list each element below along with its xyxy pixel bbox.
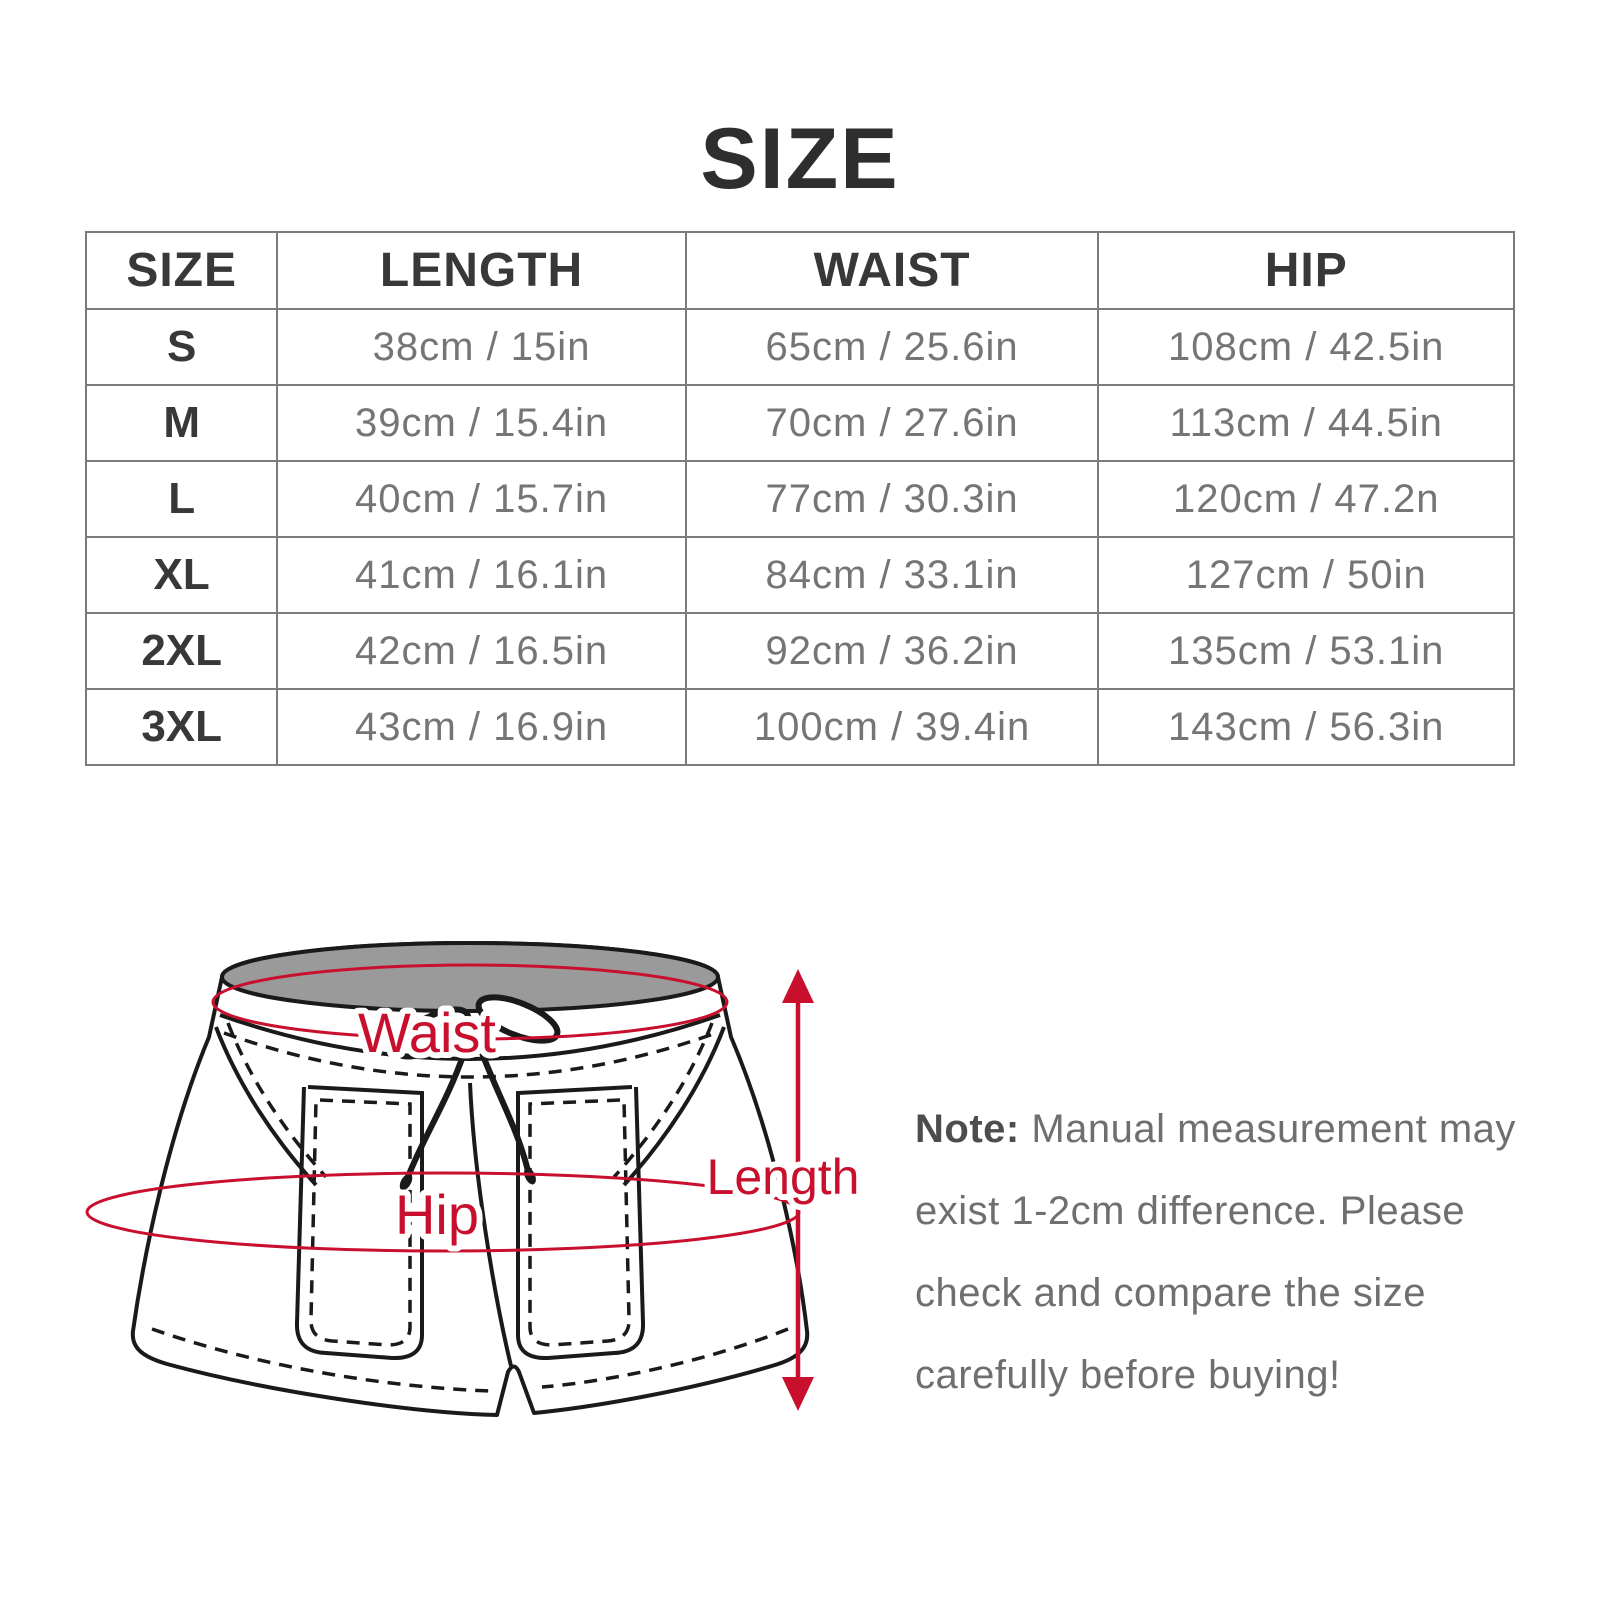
fly-seam [468,1082,513,1367]
hip-cell: 120cm / 47.2n [1097,460,1515,538]
left-hem-stitch [151,1327,491,1393]
left-pocket-opening-stitch [226,1022,328,1179]
size-cell: 3XL [84,688,279,766]
right-pocket-opening-stitch [612,1022,714,1179]
waist-cell: 77cm / 30.3in [684,460,1100,538]
shorts-diagram: Waist Hip Length [85,941,865,1417]
hip-cell: 135cm / 53.1in [1097,612,1515,690]
hip-cell: 113cm / 44.5in [1097,384,1515,462]
right-pocket-stitch [528,1098,631,1347]
length-cell: 41cm / 16.1in [276,536,687,614]
waist-cell: 92cm / 36.2in [684,612,1100,690]
length-label: Length [707,1149,860,1205]
column-header-length: LENGTH [276,231,687,310]
waistband-seam [219,1013,721,1061]
length-cell: 40cm / 15.7in [276,460,687,538]
table-row: S 38cm / 15in 65cm / 25.6in 108cm / 42.5… [84,308,1515,386]
waist-cell: 70cm / 27.6in [684,384,1100,462]
right-pocket [516,1085,646,1361]
note-label: Note: [915,1107,1020,1151]
left-pocket [294,1085,424,1361]
size-cell: L [84,460,279,538]
left-pocket-stitch [309,1098,412,1347]
size-cell: S [84,308,279,386]
column-header-hip: HIP [1097,231,1515,310]
hip-cell: 108cm / 42.5in [1097,308,1515,386]
waist-cell: 65cm / 25.6in [684,308,1100,386]
waistband-stitch [223,1031,717,1079]
table-row: M 39cm / 15.4in 70cm / 27.6in 113cm / 44… [84,384,1515,462]
waist-label: Waist [358,1001,496,1064]
table-row: L 40cm / 15.7in 77cm / 30.3in 120cm / 47… [84,460,1515,538]
waist-cell: 100cm / 39.4in [684,688,1100,766]
table-row: XL 41cm / 16.1in 84cm / 33.1in 127cm / 5… [84,536,1515,614]
column-header-size: SIZE [84,231,279,310]
size-cell: 2XL [84,612,279,690]
length-cell: 39cm / 15.4in [276,384,687,462]
hip-label: Hip [395,1183,479,1246]
size-cell: M [84,384,279,462]
length-arrow [782,969,814,1411]
waistband [220,941,720,1013]
length-cell: 42cm / 16.5in [276,612,687,690]
length-cell: 43cm / 16.9in [276,688,687,766]
hip-cell: 127cm / 50in [1097,536,1515,614]
table-row: 2XL 42cm / 16.5in 92cm / 36.2in 135cm / … [84,612,1515,690]
waist-cell: 84cm / 33.1in [684,536,1100,614]
hip-cell: 143cm / 56.3in [1097,688,1515,766]
note: Note: Manual measurement may exist 1-2cm… [915,1088,1530,1416]
right-hem-stitch [541,1327,789,1389]
note-text: Manual measurement may exist 1-2cm diffe… [915,1107,1516,1397]
column-header-waist: WAIST [684,231,1100,310]
table-row: 3XL 43cm / 16.9in 100cm / 39.4in 143cm /… [84,688,1515,766]
length-cell: 38cm / 15in [276,308,687,386]
size-cell: XL [84,536,279,614]
header-row: SIZE LENGTH WAIST HIP [84,231,1515,310]
waist-measure-ellipse [211,963,729,1041]
page-title: SIZE [700,111,900,207]
size-table: SIZE LENGTH WAIST HIP S 38cm / 15in 65cm… [84,231,1515,766]
